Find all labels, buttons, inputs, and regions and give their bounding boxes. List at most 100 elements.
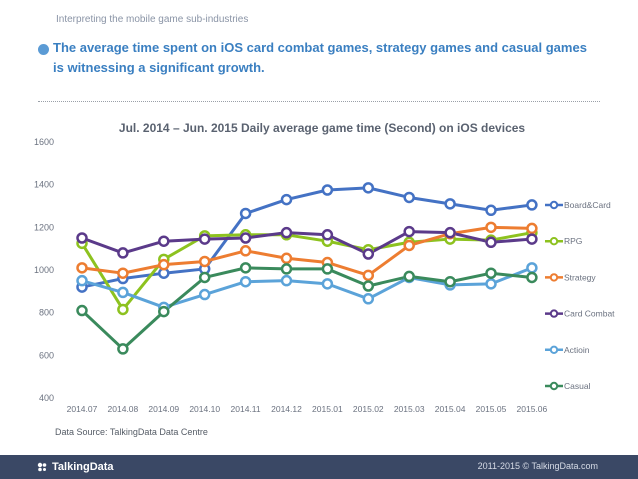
x-tick-label: 2014.09 [148,404,179,414]
series-line [80,225,534,277]
y-tick-label: 1200 [34,222,54,232]
data-point [485,278,497,290]
x-tick-label: 2015.04 [435,404,466,414]
legend-marker [549,345,559,354]
data-point [526,222,538,235]
legend-label: RPG [564,236,582,246]
data-point [198,255,211,268]
data-point [444,226,456,239]
data-point [117,247,129,259]
y-tick-label: 1600 [34,137,54,147]
legend-label: Actioin [564,345,590,355]
y-tick-label: 800 [39,308,54,318]
copyright: 2011-2015 © TalkingData.com [477,461,598,471]
line-chart: Jul. 2014 – Jun. 2015 Daily average game… [34,121,615,414]
data-point [403,191,415,204]
data-point [198,271,211,284]
data-point [526,262,538,274]
data-point [239,262,252,274]
legend-marker [549,200,559,210]
data-point [280,263,293,275]
data-point [362,280,375,292]
data-point [117,267,129,279]
data-point [117,343,129,355]
x-tick-label: 2015.06 [517,404,548,414]
data-point [280,274,293,287]
legend-marker [549,309,559,318]
x-tick-label: 2015.01 [312,404,343,414]
bullet-dot-icon [38,44,49,55]
x-tick-label: 2015.02 [353,404,384,414]
data-point [158,258,170,271]
page-subtitle: Interpreting the mobile game sub-industr… [56,14,249,25]
data-point [321,263,334,275]
legend-marker [549,273,559,282]
legend-label: Strategy [564,272,596,282]
data-point [526,233,538,245]
y-tick-label: 1400 [34,180,54,190]
legend-label: Casual [564,381,591,391]
data-point [239,232,252,244]
series-line [80,230,534,256]
data-point [362,248,375,260]
data-point [485,267,497,279]
data-point [198,288,211,301]
footer-bar: TalkingData 2011-2015 © TalkingData.com [0,455,638,479]
x-tick-label: 2015.03 [394,404,425,414]
data-point [239,275,252,288]
data-point [321,184,334,196]
data-point [158,235,170,247]
data-point [280,193,293,206]
data-point [198,233,211,245]
y-tick-label: 600 [39,350,54,360]
data-point [362,182,375,194]
brand[interactable]: TalkingData [36,460,114,474]
data-point [117,286,129,299]
data-point [117,303,129,316]
headline: The average time spent on iOS card comba… [53,40,587,75]
x-tick-label: 2014.08 [108,404,139,414]
x-tick-label: 2014.10 [189,404,220,414]
x-tick-label: 2014.11 [231,404,261,414]
data-point [485,221,497,234]
dotted-divider [38,101,600,102]
data-point [526,271,538,284]
chart-title: Jul. 2014 – Jun. 2015 Daily average game… [119,121,526,135]
series-line [80,231,534,311]
data-point [239,207,252,220]
data-point [485,204,497,217]
data-point [158,305,170,318]
series-line [80,266,534,309]
data-point [76,262,88,274]
data-point [239,245,252,257]
data-point [280,252,293,265]
x-tick-label: 2014.07 [67,404,98,414]
talkingdata-logo-icon [37,462,47,472]
data-point [362,293,375,305]
y-tick-label: 1000 [34,265,54,275]
legend-marker [549,381,559,391]
data-point [362,269,375,282]
data-point [321,278,334,290]
data-point [76,274,88,287]
data-point [444,198,456,210]
legend-label: Card Combat [564,309,615,319]
y-tick-label: 400 [39,393,54,403]
series-line [80,186,534,289]
data-point [526,199,538,211]
data-point [403,225,415,238]
data-source-note: Data Source: TalkingData Data Centre [55,427,208,437]
legend-label: Board&Card [564,200,611,210]
legend-marker [549,237,559,246]
data-point [485,236,497,249]
series-line [80,266,534,351]
data-point [280,226,293,239]
data-point [321,229,334,241]
data-point [403,239,415,252]
x-tick-label: 2014.12 [271,404,302,414]
data-point [403,270,415,283]
x-tick-label: 2015.05 [476,404,507,414]
data-point [76,304,88,317]
brand-name: TalkingData [52,461,114,473]
data-point [444,275,456,288]
